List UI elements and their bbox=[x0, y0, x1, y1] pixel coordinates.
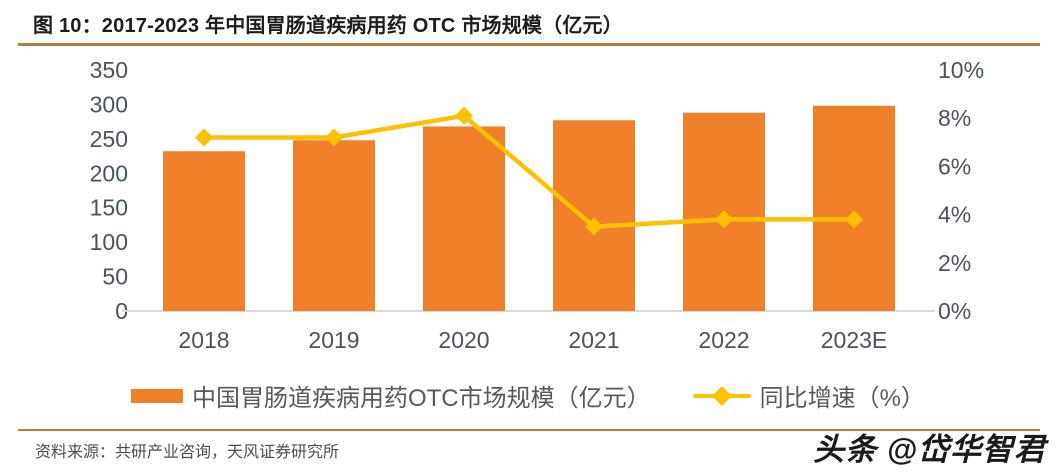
right-axis-tick-8pct: 8% bbox=[938, 105, 971, 131]
growth-line bbox=[204, 113, 854, 229]
x-axis-label-2018: 2018 bbox=[178, 327, 229, 353]
x-axis-label-2020: 2020 bbox=[438, 327, 489, 353]
title-divider bbox=[18, 43, 1040, 46]
right-axis-tick-4pct: 4% bbox=[938, 202, 971, 228]
right-axis-tick-10pct: 10% bbox=[938, 57, 984, 83]
bar-2023E bbox=[813, 105, 895, 311]
left-axis-tick-200: 200 bbox=[90, 160, 128, 186]
source-note: 资料来源：共研产业咨询，天风证券研究所 bbox=[35, 444, 340, 461]
line-marker-2023E bbox=[845, 210, 863, 229]
line-marker-2022 bbox=[715, 210, 733, 229]
chart-title: 图 10：2017-2023 年中国胃肠道疾病用药 OTC 市场规模（亿元） bbox=[33, 15, 623, 37]
x-axis-label-2021: 2021 bbox=[568, 327, 619, 353]
x-axis-label-2019: 2019 bbox=[308, 327, 359, 353]
left-axis-tick-0: 0 bbox=[115, 298, 128, 324]
x-axis-label-2022: 2022 bbox=[698, 327, 749, 353]
line-marker-2021 bbox=[585, 217, 603, 236]
watermark: 头条 @岱华智君 bbox=[813, 432, 1046, 467]
left-axis-tick-250: 250 bbox=[90, 126, 128, 152]
chart-area: 350 300 250 200 150 100 50 0 10% 8% 6% 4% 2% 0% 2018 20… bbox=[0, 50, 1056, 375]
line-marker-2018 bbox=[195, 128, 213, 147]
left-axis-tick-100: 100 bbox=[90, 229, 128, 255]
legend-bar-label: 中国胃肠道疾病用药OTC市场规模（亿元） bbox=[191, 385, 651, 412]
footer-divider bbox=[18, 429, 1040, 431]
left-axis-tick-350: 350 bbox=[90, 57, 128, 83]
right-axis-tick-0pct: 0% bbox=[938, 298, 971, 324]
line-marker-2020 bbox=[455, 106, 473, 125]
chart-svg: 350 300 250 200 150 100 50 0 10% 8% 6% 4% 2% 0% 2018 20… bbox=[90, 57, 984, 353]
bar-2019 bbox=[293, 140, 375, 311]
bar-swatch-icon bbox=[130, 388, 183, 403]
bar-2020 bbox=[423, 126, 505, 311]
diamond-marker-icon bbox=[711, 385, 732, 406]
right-axis-tick-2pct: 2% bbox=[938, 250, 971, 276]
x-axis-label-2023E: 2023E bbox=[821, 327, 888, 353]
bar-2018 bbox=[163, 151, 245, 311]
line-marker-2019 bbox=[325, 128, 343, 147]
left-axis-tick-300: 300 bbox=[90, 91, 128, 117]
left-axis-tick-150: 150 bbox=[90, 195, 128, 221]
right-axis-tick-6pct: 6% bbox=[938, 153, 971, 179]
legend-item-growth-rate: 同比增速（%） bbox=[692, 378, 925, 413]
bar-2021 bbox=[553, 120, 635, 311]
legend-line-label: 同比增速（%） bbox=[759, 385, 925, 412]
chart-legend: 中国胃肠道疾病用药OTC市场规模（亿元） 同比增速（%） bbox=[0, 378, 1056, 413]
legend-item-market-size: 中国胃肠道疾病用药OTC市场规模（亿元） bbox=[130, 378, 651, 413]
line-swatch-icon bbox=[692, 385, 751, 406]
left-axis-tick-50: 50 bbox=[102, 264, 128, 290]
